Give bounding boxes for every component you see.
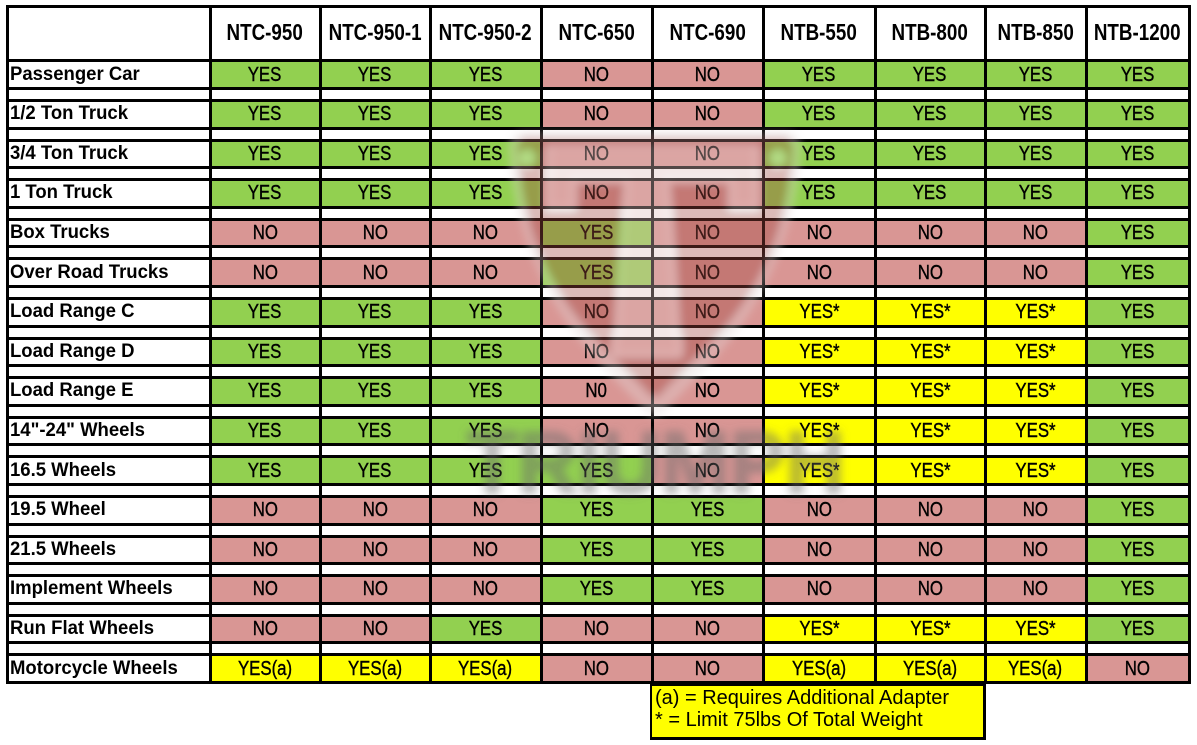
svg-text:TRIUMPH: TRIUMPH — [467, 413, 845, 512]
